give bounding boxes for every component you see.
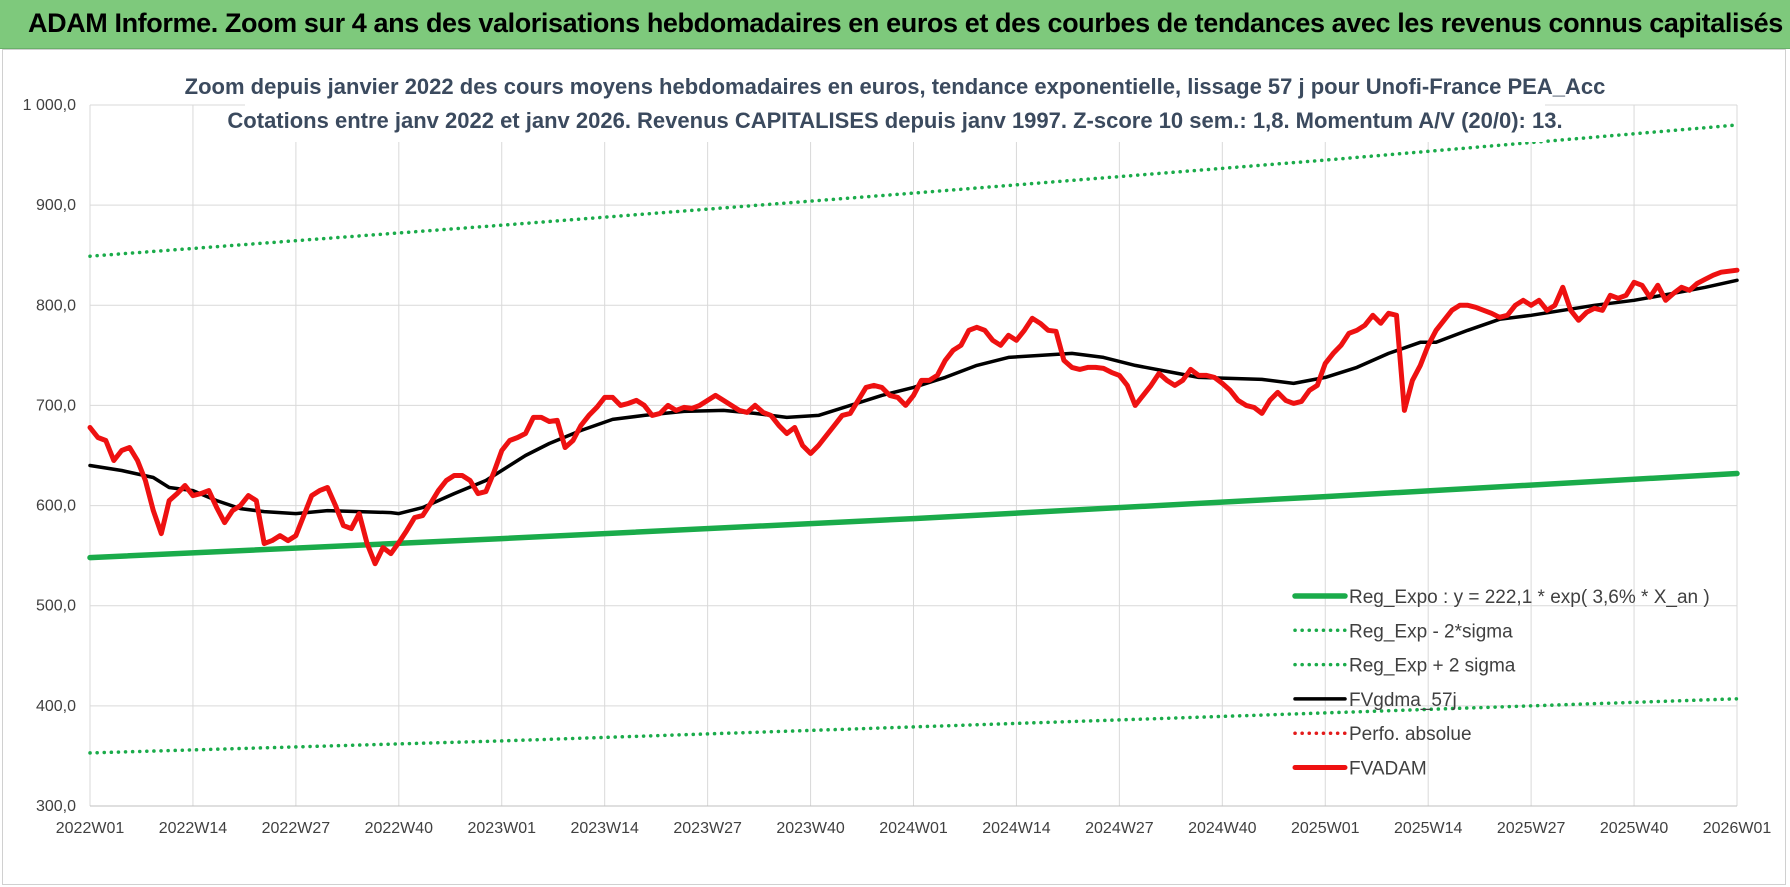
x-tick-label: 2023W40 — [776, 820, 845, 837]
x-tick-label: 2024W40 — [1188, 820, 1257, 837]
series-line-reg-exp-2-sigma — [88, 697, 1739, 755]
y-tick-label: 900,0 — [36, 197, 76, 214]
x-tick-label: 2025W01 — [1291, 820, 1360, 837]
y-tick-label: 600,0 — [36, 498, 76, 515]
series-line-reg-expo-y-222-1-exp-3-6-x-an — [87, 470, 1740, 561]
legend-label: Perfo. absolue — [1349, 724, 1472, 745]
axis-label-layer: 300,0 400,0 500,0 600,0 700,0 800,0 900,0 1 000… — [23, 97, 1772, 837]
x-tick-label: 2025W27 — [1497, 820, 1566, 837]
x-tick-label: 2024W14 — [982, 820, 1051, 837]
legend-label: Reg_Expo : y = 222,1 * exp( 3,6% * X_an … — [1349, 587, 1710, 608]
x-tick-label: 2022W40 — [365, 820, 434, 837]
legend-label: Reg_Exp + 2 sigma — [1349, 656, 1516, 677]
y-tick-label: 400,0 — [36, 698, 76, 715]
x-tick-label: 2023W14 — [570, 820, 639, 837]
series-line-fvgdma-57j — [88, 278, 1739, 516]
chart-title-layer: Zoom depuis janvier 2022 des cours moyen… — [185, 66, 1606, 142]
x-tick-label: 2025W40 — [1600, 820, 1669, 837]
y-tick-label: 1 000,0 — [23, 97, 76, 114]
x-tick-label: 2025W14 — [1394, 820, 1463, 837]
x-tick-label: 2022W01 — [56, 820, 125, 837]
y-tick-label: 300,0 — [36, 798, 76, 815]
header-bar: ADAM Informe. Zoom sur 4 ans des valoris… — [0, 0, 1790, 49]
x-tick-label: 2022W14 — [159, 820, 228, 837]
x-tick-label: 2023W01 — [468, 820, 537, 837]
x-tick-label: 2024W27 — [1085, 820, 1154, 837]
chart-border — [2, 49, 1786, 885]
legend: Reg_Expo : y = 222,1 * exp( 3,6% * X_an … — [1292, 587, 1710, 780]
page-title: ADAM Informe. Zoom sur 4 ans des valoris… — [28, 8, 1783, 38]
series-line-fvadam — [87, 267, 1740, 567]
y-tick-label: 700,0 — [36, 397, 76, 414]
legend-label: FVgdma_57j — [1349, 690, 1457, 711]
chart-title-line-2: Cotations entre janv 2022 et janv 2026. … — [227, 108, 1562, 133]
series-line-reg-exp-2-sigma — [88, 123, 1739, 258]
series-layer — [87, 123, 1740, 755]
y-tick-label: 500,0 — [36, 598, 76, 615]
chart-title-background — [245, 66, 1545, 142]
chart-title-line-1: Zoom depuis janvier 2022 des cours moyen… — [185, 74, 1606, 99]
x-tick-label: 2022W27 — [262, 820, 331, 837]
legend-label: Reg_Exp - 2*sigma — [1349, 621, 1513, 642]
legend-label: FVADAM — [1349, 759, 1427, 780]
y-tick-label: 800,0 — [36, 297, 76, 314]
x-tick-label: 2023W27 — [673, 820, 742, 837]
x-tick-label: 2026W01 — [1703, 820, 1772, 837]
x-tick-label: 2024W01 — [879, 820, 948, 837]
grid-layer — [89, 104, 1738, 807]
